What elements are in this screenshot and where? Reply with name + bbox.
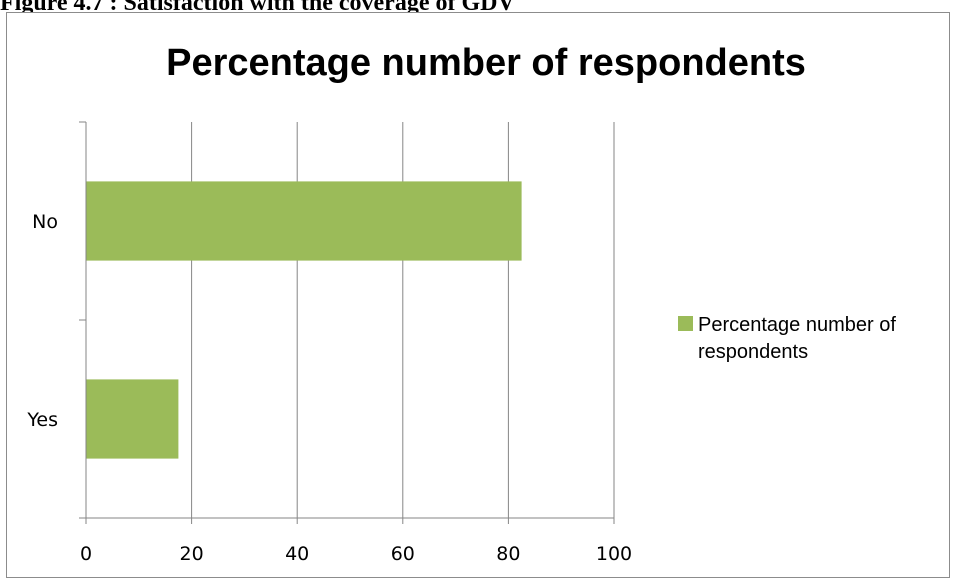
y-tick-label-no: No (32, 211, 58, 233)
x-tick-label-60: 60 (391, 543, 415, 565)
x-tick-label-100: 100 (596, 543, 632, 565)
legend: Percentage number of respondents (678, 314, 896, 363)
chart-title: Percentage number of respondents (166, 42, 806, 84)
bar-no (86, 181, 522, 261)
y-tick-labels: No Yes (26, 211, 58, 431)
x-tick-label-40: 40 (285, 543, 309, 565)
chart-frame (6, 12, 950, 578)
legend-label: Percentage number of respondents (698, 314, 896, 363)
bar-yes (86, 379, 179, 459)
bars (86, 181, 522, 459)
x-tick-label-20: 20 (180, 543, 204, 565)
axes (79, 121, 615, 524)
legend-swatch (678, 316, 693, 331)
x-tick-label-80: 80 (496, 543, 520, 565)
x-tick-labels: 0 20 40 60 80 100 (80, 543, 632, 565)
y-tick-label-yes: Yes (26, 409, 58, 431)
x-tick-label-0: 0 (80, 543, 92, 565)
